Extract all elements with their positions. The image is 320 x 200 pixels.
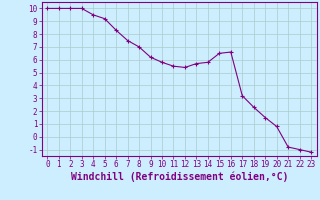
X-axis label: Windchill (Refroidissement éolien,°C): Windchill (Refroidissement éolien,°C) — [70, 172, 288, 182]
